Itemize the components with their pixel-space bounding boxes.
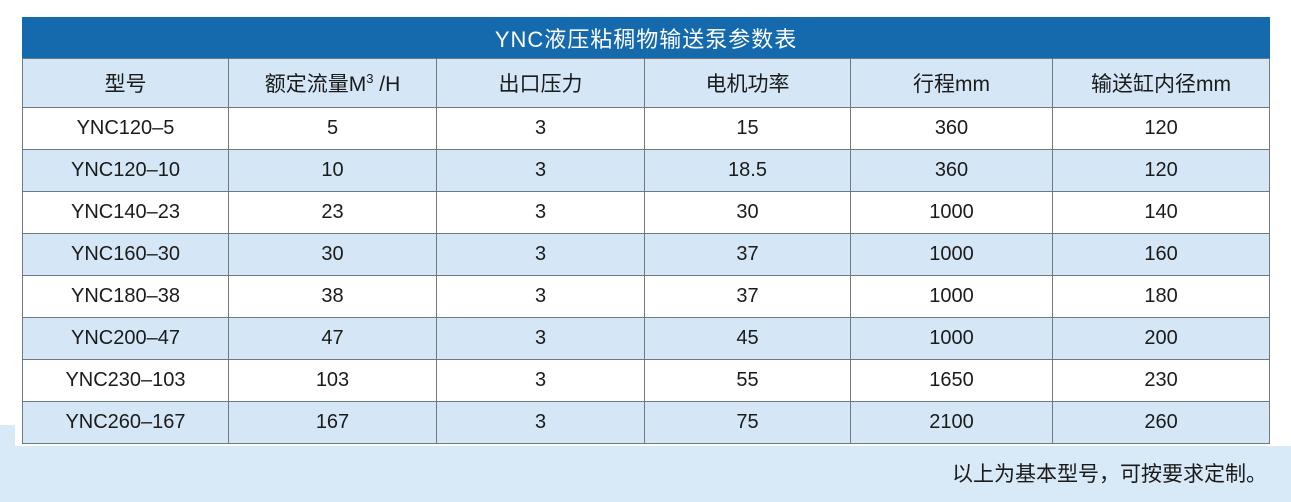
column-header-motor-power: 电机功率 [644,58,851,108]
table-title-row: YNC液压粘稠物输送泵参数表 [21,17,1271,59]
column-header-stroke: 行程mm [850,58,1053,108]
table-body: YNC120–5 5 3 15 360 120 YNC120–10 10 3 1… [22,107,1271,444]
cell-outlet-pressure: 3 [436,275,645,318]
cell-motor-power: 15 [644,107,851,150]
cell-rated-flow: 103 [228,359,437,402]
cell-motor-power: 55 [644,359,851,402]
column-header-rated-flow: 额定流量M3 /H [228,58,437,108]
cell-outlet-pressure: 3 [436,359,645,402]
cell-motor-power: 37 [644,233,851,276]
cell-stroke: 360 [850,149,1053,192]
cell-model: YNC120–10 [22,149,229,192]
table-row: YNC180–38 38 3 37 1000 180 [22,275,1271,318]
cell-cylinder-bore: 160 [1051,233,1271,276]
cell-model: YNC260–167 [22,401,229,444]
cell-stroke: 360 [850,107,1053,150]
table-row: YNC120–10 10 3 18.5 360 120 [22,149,1271,192]
column-header-outlet-pressure: 出口压力 [436,58,645,108]
column-header-rated-flow-tail: /H [373,73,401,96]
cell-stroke: 2100 [850,401,1053,444]
table-row: YNC200–47 47 3 45 1000 200 [22,317,1271,360]
cell-rated-flow: 30 [228,233,437,276]
cell-motor-power: 30 [644,191,851,234]
table-title: YNC液压粘稠物输送泵参数表 [21,17,1271,59]
cell-rated-flow: 5 [228,107,437,150]
cell-outlet-pressure: 3 [436,233,645,276]
cell-stroke: 1000 [850,191,1053,234]
column-header-rated-flow-superscript: 3 [366,71,374,86]
cell-motor-power: 75 [644,401,851,444]
cell-outlet-pressure: 3 [436,401,645,444]
cell-stroke: 1000 [850,275,1053,318]
table-row: YNC230–103 103 3 55 1650 230 [22,359,1271,402]
cell-cylinder-bore: 180 [1051,275,1271,318]
cell-rated-flow: 47 [228,317,437,360]
cell-model: YNC120–5 [22,107,229,150]
cell-cylinder-bore: 120 [1051,107,1271,150]
cell-stroke: 1000 [850,233,1053,276]
cell-model: YNC180–38 [22,275,229,318]
table-header-row: 型号 额定流量M3 /H 出口压力 电机功率 行程mm 输送缸内径mm [22,58,1271,108]
cell-stroke: 1650 [850,359,1053,402]
cell-cylinder-bore: 200 [1051,317,1271,360]
table-row: YNC160–30 30 3 37 1000 160 [22,233,1271,276]
cell-motor-power: 37 [644,275,851,318]
cell-outlet-pressure: 3 [436,191,645,234]
cell-cylinder-bore: 120 [1051,149,1271,192]
cell-rated-flow: 38 [228,275,437,318]
table-row: YNC260–167 167 3 75 2100 260 [22,401,1271,444]
cell-stroke: 1000 [850,317,1053,360]
column-header-rated-flow-text: 额定流量M [264,73,367,96]
cell-model: YNC230–103 [22,359,229,402]
column-header-model: 型号 [22,58,229,108]
cell-model: YNC140–23 [22,191,229,234]
cell-rated-flow: 167 [228,401,437,444]
cell-rated-flow: 23 [228,191,437,234]
cell-cylinder-bore: 140 [1051,191,1271,234]
cell-model: YNC200–47 [22,317,229,360]
cell-motor-power: 45 [644,317,851,360]
column-header-cylinder-bore: 输送缸内径mm [1051,58,1271,108]
cell-cylinder-bore: 260 [1051,401,1271,444]
cell-motor-power: 18.5 [644,149,851,192]
table-row: YNC140–23 23 3 30 1000 140 [22,191,1271,234]
cell-outlet-pressure: 3 [436,149,645,192]
cell-outlet-pressure: 3 [436,107,645,150]
table-row: YNC120–5 5 3 15 360 120 [22,107,1271,150]
pump-parameter-table: YNC液压粘稠物输送泵参数表 型号 额定流量M3 /H 出口压力 电机功率 行程… [21,17,1271,444]
cell-model: YNC160–30 [22,233,229,276]
table-footnote: 以上为基本型号，可按要求定制。 [952,462,1267,486]
cell-rated-flow: 10 [228,149,437,192]
cell-cylinder-bore: 230 [1051,359,1271,402]
spec-table-container: YNC液压粘稠物输送泵参数表 型号 额定流量M3 /H 出口压力 电机功率 行程… [21,17,1271,444]
cell-outlet-pressure: 3 [436,317,645,360]
